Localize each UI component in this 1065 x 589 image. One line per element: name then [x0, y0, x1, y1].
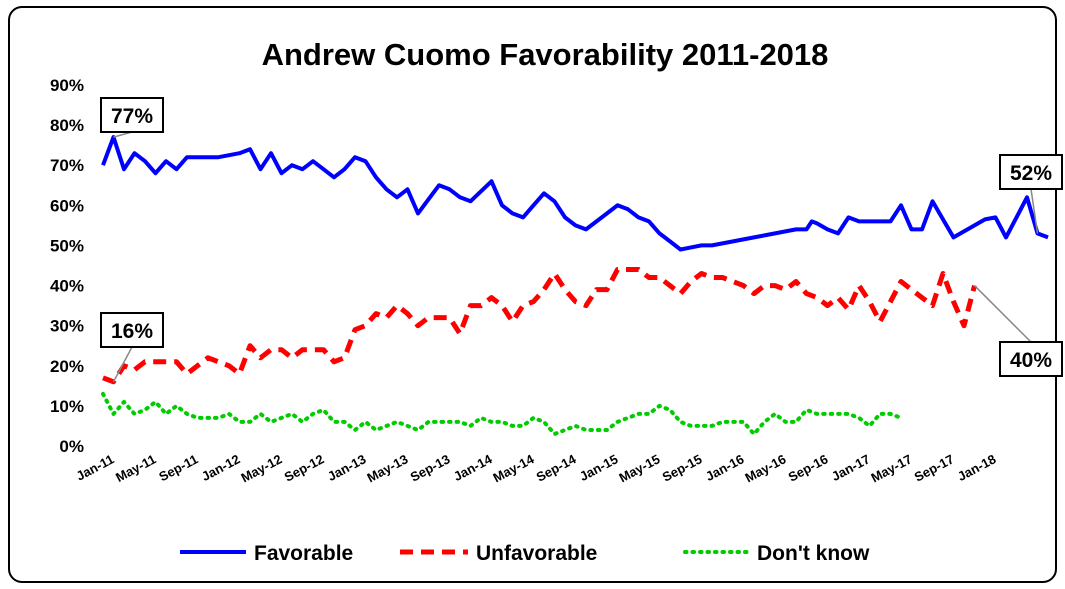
y-tick-label: 10%: [50, 397, 84, 416]
series-line-don-t-know: [101, 391, 903, 436]
x-tick-label: Jan-16: [703, 451, 746, 484]
x-tick-label: May-16: [742, 451, 788, 485]
y-tick-label: 80%: [50, 116, 84, 135]
series-line-favorable: [101, 135, 1049, 252]
x-tick-label: Sep-12: [282, 451, 327, 484]
series-line-unfavorable: [102, 267, 977, 385]
callout-leader: [112, 346, 133, 383]
y-tick-label: 0%: [59, 437, 84, 456]
legend: Favorable Unfavorable Don't know: [180, 542, 870, 565]
callout-leader: [1030, 188, 1039, 234]
x-tick-label: Jan-13: [325, 451, 368, 484]
x-tick-label: May-17: [868, 451, 914, 485]
x-tick-label: Sep-15: [660, 451, 705, 484]
callout-box: [999, 154, 1063, 190]
chart-frame: [8, 6, 1057, 583]
x-tick-label: May-15: [616, 451, 662, 485]
series-layer: [101, 135, 1049, 436]
y-tick-label: 90%: [50, 76, 84, 95]
x-tick-label: Jan-18: [955, 451, 998, 484]
callout-leader: [973, 285, 1032, 343]
x-tick-label: Jan-12: [199, 451, 242, 484]
y-axis: 0% 10% 20% 30% 40% 50% 60% 70% 80% 90%: [50, 76, 84, 456]
x-tick-label: Sep-11: [156, 451, 200, 484]
callout-box: [999, 341, 1063, 377]
x-tick-label: May-11: [113, 451, 158, 485]
callout-label: 16%: [111, 320, 153, 343]
callout-label: 40%: [1010, 349, 1052, 372]
y-tick-label: 30%: [50, 317, 84, 336]
x-tick-label: May-12: [238, 451, 284, 485]
x-tick-label: Jan-14: [451, 451, 495, 484]
x-tick-label: Jan-17: [829, 451, 872, 484]
legend-label: Don't know: [757, 542, 870, 565]
x-tick-label: Sep-14: [534, 451, 579, 485]
x-tick-label: May-14: [490, 451, 537, 485]
x-tick-label: Sep-17: [912, 451, 957, 484]
y-tick-label: 40%: [50, 277, 84, 296]
x-tick-label: Sep-16: [786, 451, 831, 484]
y-tick-label: 50%: [50, 236, 84, 255]
y-tick-label: 60%: [50, 196, 84, 215]
callout-box: [100, 312, 164, 348]
x-tick-label: Jan-15: [577, 451, 620, 484]
legend-label: Favorable: [254, 542, 353, 565]
chart-title: Andrew Cuomo Favorability 2011-2018: [262, 37, 829, 72]
y-tick-label: 70%: [50, 156, 84, 175]
x-tick-label: Jan-11: [74, 451, 117, 483]
x-tick-label: May-13: [364, 451, 410, 485]
callout-layer: 77% 52% 16% 40%: [100, 97, 1063, 383]
callout-label: 77%: [111, 105, 153, 128]
y-tick-label: 20%: [50, 357, 84, 376]
callout-box: [100, 97, 164, 133]
callout-label: 52%: [1010, 162, 1052, 185]
x-tick-label: Sep-13: [408, 451, 453, 484]
legend-label: Unfavorable: [476, 542, 597, 565]
x-axis: Jan-11May-11Sep-11Jan-12May-12Sep-12Jan-…: [74, 451, 999, 485]
